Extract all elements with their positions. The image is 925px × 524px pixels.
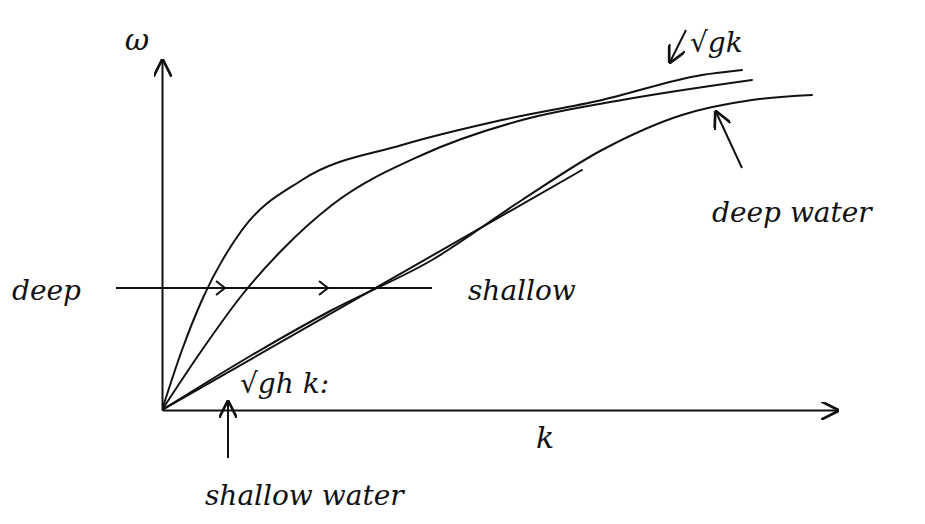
annotation: shallow water: [205, 479, 405, 512]
annotation: deep: [12, 274, 81, 307]
y-axis: [162, 61, 163, 411]
plot-area: [162, 70, 812, 410]
curve: [162, 95, 812, 410]
x-axis-title: k: [536, 420, 554, 455]
direction-arrowhead: [319, 281, 328, 295]
direction-line: [116, 287, 432, 289]
annotation: √gh k:: [240, 367, 329, 400]
y-axis-line: [162, 61, 164, 411]
annotation-arrow: [670, 30, 686, 62]
chart: ω k √gk deep water shallow water √gh k: deep sh…: [0, 0, 925, 524]
annotation: deep water: [712, 196, 873, 229]
annotation: √gk: [690, 26, 743, 59]
curve: [162, 170, 582, 410]
annotation-arrow: [716, 112, 742, 168]
annotations: √gk deep water shallow water √gh k: deep shal…: [12, 26, 873, 512]
curve: [162, 70, 742, 410]
annotation: shallow: [468, 274, 576, 307]
y-axis-title: ω: [125, 22, 149, 57]
x-axis: [163, 410, 838, 411]
x-axis-line: [163, 410, 838, 412]
direction-arrowhead: [216, 281, 225, 295]
annotation-arrow: [227, 402, 229, 458]
